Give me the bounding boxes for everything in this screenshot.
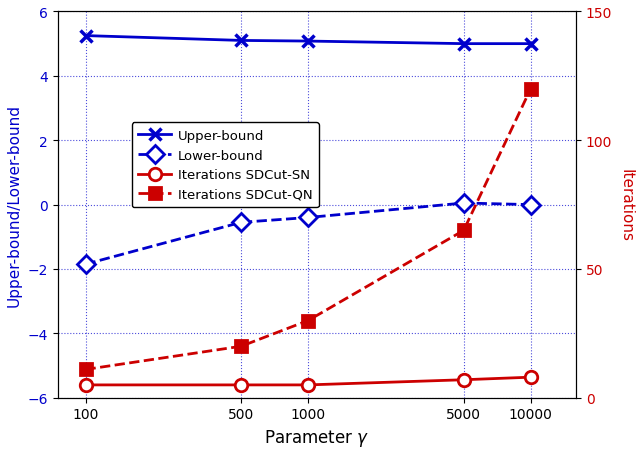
Iterations SDCut-SN <box>460 377 468 383</box>
Iterations SDCut-QN <box>527 87 534 92</box>
Line: Iterations SDCut-SN: Iterations SDCut-SN <box>79 371 537 391</box>
Lower-bound <box>237 220 245 226</box>
Upper-bound <box>460 42 468 47</box>
Iterations SDCut-SN <box>82 382 90 388</box>
Line: Lower-bound: Lower-bound <box>79 197 537 271</box>
Upper-bound <box>82 34 90 39</box>
Upper-bound <box>304 39 312 45</box>
Line: Iterations SDCut-QN: Iterations SDCut-QN <box>79 83 537 376</box>
Y-axis label: Iterations: Iterations <box>618 169 633 242</box>
Iterations SDCut-QN <box>237 344 245 349</box>
Lower-bound <box>82 262 90 268</box>
Iterations SDCut-QN <box>82 367 90 372</box>
Upper-bound <box>527 42 534 47</box>
Lower-bound <box>304 215 312 221</box>
Lower-bound <box>527 202 534 208</box>
Lower-bound <box>460 201 468 206</box>
Iterations SDCut-SN <box>527 374 534 380</box>
Legend: Upper-bound, Lower-bound, Iterations SDCut-SN, Iterations SDCut-QN: Upper-bound, Lower-bound, Iterations SDC… <box>132 123 319 208</box>
Y-axis label: Upper-bound/Lower-bound: Upper-bound/Lower-bound <box>7 104 22 306</box>
X-axis label: Parameter $\gamma$: Parameter $\gamma$ <box>264 427 369 448</box>
Iterations SDCut-SN <box>237 382 245 388</box>
Iterations SDCut-QN <box>304 318 312 324</box>
Iterations SDCut-QN <box>460 228 468 233</box>
Line: Upper-bound: Upper-bound <box>79 30 537 51</box>
Iterations SDCut-SN <box>304 382 312 388</box>
Upper-bound <box>237 39 245 44</box>
